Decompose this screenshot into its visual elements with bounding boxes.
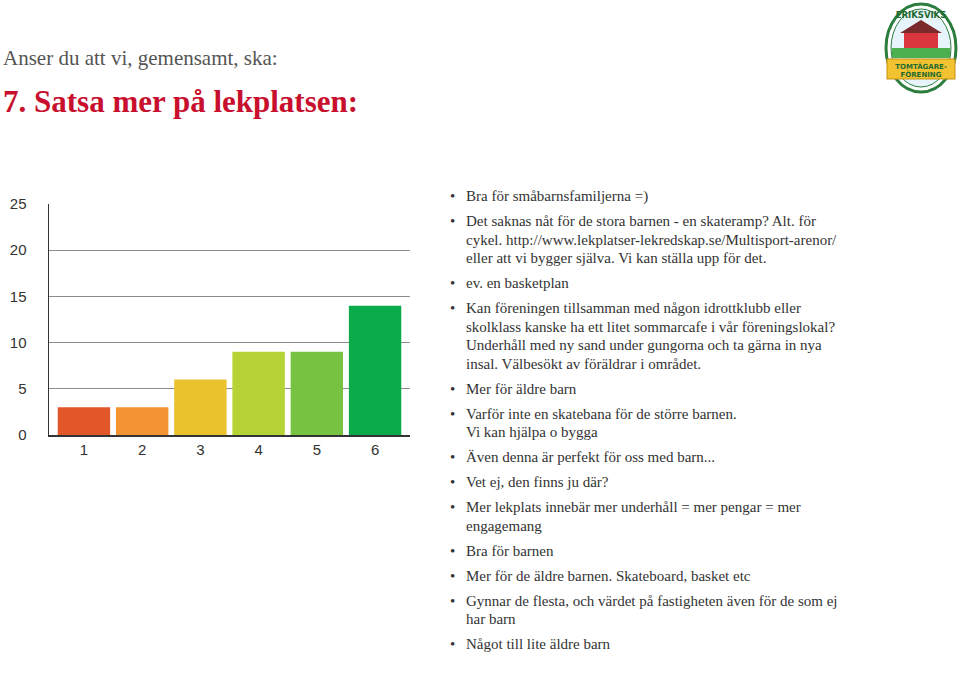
html-text:Även denna är perfekt för oss: Även denna är perfekt för oss med barn..… (466, 449, 716, 465)
svg-text:0: 0 (18, 426, 26, 443)
html-text:Mer lekplats innebär mer under: Mer lekplats innebär mer underhåll = mer… (466, 499, 801, 534)
html-text:Gynnar de flesta, och värdet p: Gynnar de flesta, och värdet på fastighe… (466, 592, 838, 627)
svg-text:4: 4 (254, 441, 262, 458)
svg-text:25: 25 (10, 195, 27, 212)
html-text:Anser du att vi, gemensamt, sk: Anser du att vi, gemensamt, ska: (3, 46, 278, 70)
html-text:Det saknas nåt för de stora ba: Det saknas nåt för de stora barnen - en … (466, 213, 837, 266)
svg-text:15: 15 (10, 288, 27, 305)
svg-text:1: 1 (80, 441, 88, 458)
svg-text:5: 5 (18, 380, 26, 397)
svg-text:ERIKSVIKS: ERIKSVIKS (896, 10, 947, 20)
html-text:Varför inte en skatebana för d: Varför inte en skatebana för de större b… (466, 405, 737, 440)
html-text:Kan föreningen tillsamman med: Kan föreningen tillsamman med någon idro… (466, 300, 836, 372)
html-text:Mer för äldre barn: Mer för äldre barn (466, 380, 577, 397)
html-text:Bra för barnen: Bra för barnen (466, 542, 554, 559)
html-text:Bra för småbarnsfamiljerna =): Bra för småbarnsfamiljerna =) (466, 188, 649, 204)
html-text:ev. en basketplan: ev. en basketplan (466, 275, 569, 291)
html-text:7. Satsa mer på lekplatsen:: 7. Satsa mer på lekplatsen: (3, 84, 359, 119)
svg-text:TOMTÄGARE-: TOMTÄGARE- (895, 62, 947, 71)
svg-text:2: 2 (138, 441, 146, 458)
svg-text:5: 5 (313, 441, 321, 458)
html-text:Mer för de äldre barnen. Skate: Mer för de äldre barnen. Skateboard, bas… (466, 567, 751, 584)
svg-text:6: 6 (371, 441, 379, 458)
svg-text:FÖRENING: FÖRENING (901, 70, 942, 79)
svg-text:3: 3 (196, 441, 204, 458)
html-text:Vet ej, den finns ju där?: Vet ej, den finns ju där? (466, 474, 609, 490)
html-text:Något till lite äldre barn: Något till lite äldre barn (466, 636, 611, 652)
svg-text:20: 20 (10, 241, 27, 258)
svg-text:10: 10 (10, 334, 27, 351)
